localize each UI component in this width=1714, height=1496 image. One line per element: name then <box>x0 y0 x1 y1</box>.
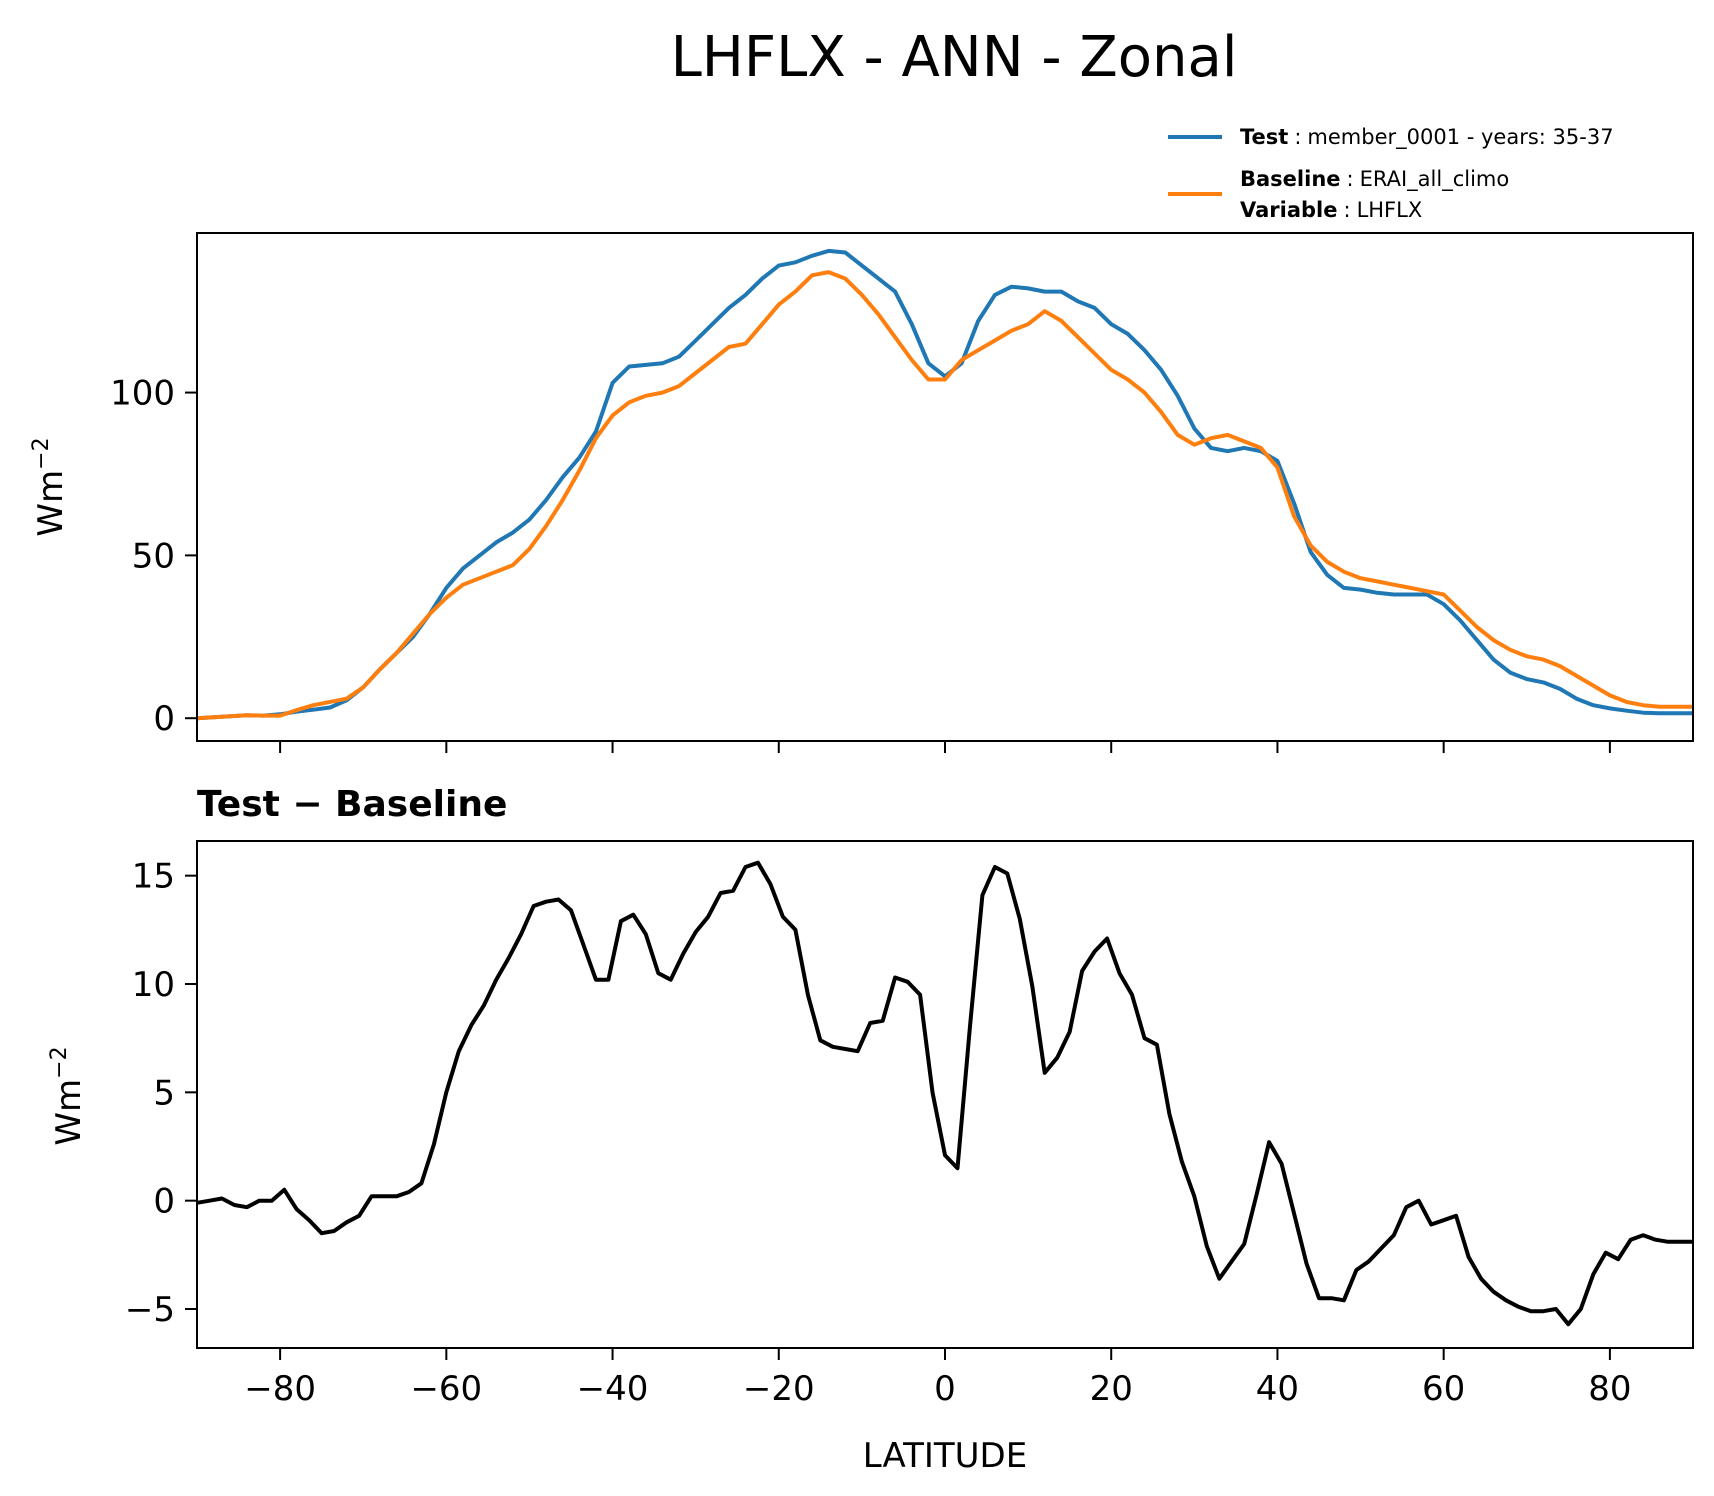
difference-ytick-label: −5 <box>125 1290 175 1330</box>
difference-ylabel-base: Wm <box>49 1079 89 1146</box>
legend-variable-value: LHFLX <box>1357 198 1423 222</box>
zonal-mean-ylabel: Wm−2 <box>29 437 71 536</box>
zonal-mean-yticks: 0 50 100 <box>110 374 197 739</box>
difference-xticks: −80 −60 −40 −20 0 20 40 60 80 <box>244 1348 1632 1409</box>
difference-ytick-label: 10 <box>132 965 175 1005</box>
difference-yticks: −5 0 5 10 15 <box>125 857 197 1330</box>
legend-baseline-entry: Baseline: ERAI_all_climo <box>1240 167 1509 192</box>
difference-xtick-label: 60 <box>1422 1369 1465 1409</box>
difference-series-line-test-baseline <box>196 860 1693 1327</box>
zonal-mean-ytick-label: 50 <box>132 536 175 576</box>
legend-test-value: member_0001 - years: 35-37 <box>1307 125 1613 150</box>
difference-xtick-label: 80 <box>1588 1369 1631 1409</box>
x-axis-label: LATITUDE <box>863 1436 1027 1476</box>
legend: Test: member_0001 - years: 35-37 Baseline… <box>1168 125 1614 222</box>
zonal-mean-ytick-label: 100 <box>110 374 175 414</box>
zonal-mean-series-line-test <box>196 248 1693 721</box>
difference-series-layer <box>196 860 1693 1327</box>
legend-baseline-key: Baseline <box>1240 167 1341 191</box>
difference-panel: Test − Baseline −80 −60 −40 −20 0 20 40 60 80 −5… <box>47 784 1694 1476</box>
difference-xtick-label: 40 <box>1256 1369 1299 1409</box>
zonal-mean-xticks <box>279 741 1611 753</box>
difference-xtick-label: 0 <box>934 1369 956 1409</box>
legend-test-separator: : <box>1294 125 1301 149</box>
difference-ytick-label: 0 <box>153 1182 175 1222</box>
difference-ylabel: Wm−2 <box>47 1046 89 1145</box>
legend-baseline-value: ERAI_all_climo <box>1360 167 1510 192</box>
legend-test-key: Test <box>1240 125 1288 149</box>
difference-ylabel-exponent: −2 <box>47 1046 72 1078</box>
zonal-mean-ylabel-base: Wm <box>31 470 71 537</box>
difference-ytick-label: 15 <box>132 857 175 897</box>
zonal-mean-panel: 0 50 100 Wm−2 <box>29 232 1694 753</box>
difference-xtick-label: 20 <box>1090 1369 1133 1409</box>
zonal-mean-series-layer <box>196 248 1693 721</box>
legend-variable-key: Variable <box>1240 198 1337 222</box>
zonal-mean-ytick-label: 0 <box>153 699 175 739</box>
legend-variable-separator: : <box>1343 198 1350 222</box>
difference-title: Test − Baseline <box>197 784 507 825</box>
difference-xtick-label: −40 <box>577 1369 649 1409</box>
difference-xtick-label: −80 <box>244 1369 316 1409</box>
zonal-mean-series-line-baseline <box>196 270 1693 721</box>
legend-test-entry: Test: member_0001 - years: 35-37 <box>1240 125 1614 150</box>
difference-xtick-label: −20 <box>743 1369 815 1409</box>
zonal-mean-ylabel-exponent: −2 <box>29 437 54 469</box>
legend-baseline-separator: : <box>1347 167 1354 191</box>
difference-ytick-label: 5 <box>153 1073 175 1113</box>
figure-title: LHFLX - ANN - Zonal <box>671 25 1238 90</box>
difference-xtick-label: −60 <box>410 1369 482 1409</box>
legend-variable-entry: Variable: LHFLX <box>1240 198 1422 222</box>
